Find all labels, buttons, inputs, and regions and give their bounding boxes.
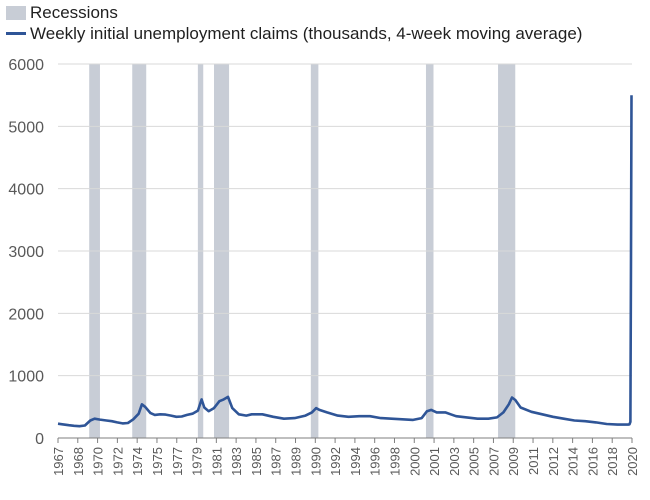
legend-item-claims: Weekly initial unemployment claims (thou…	[6, 23, 582, 44]
x-tick-label: 1974	[130, 447, 145, 476]
x-tick-label: 1977	[170, 447, 185, 476]
x-tick-label: 2003	[447, 447, 462, 476]
y-tick-label: 0	[35, 431, 44, 448]
x-tick-label: 1989	[289, 447, 304, 476]
x-tick-label: 2018	[605, 447, 620, 476]
y-tick-label: 2000	[8, 306, 44, 323]
legend-swatch-recessions	[6, 5, 26, 20]
x-tick-label: 1981	[209, 447, 224, 476]
x-tick-label: 1987	[269, 447, 284, 476]
x-tick-label: 1972	[110, 447, 125, 476]
x-tick-label: 1979	[190, 447, 205, 476]
legend-label-claims: Weekly initial unemployment claims (thou…	[30, 23, 583, 43]
x-tick-label: 1975	[150, 447, 165, 476]
x-tick-label: 1990	[308, 447, 323, 476]
legend-label-recessions: Recessions	[30, 2, 118, 22]
x-tick-label: 1968	[71, 447, 86, 476]
x-tick-label: 2005	[467, 447, 482, 476]
legend: Recessions Weekly initial unemployment c…	[6, 2, 582, 44]
x-tick-label: 2000	[407, 447, 422, 476]
x-tick-label: 2001	[427, 447, 442, 476]
legend-swatch-claims	[6, 32, 26, 35]
gridlines	[58, 63, 632, 377]
x-tick-label: 1967	[51, 447, 66, 476]
x-tick-label: 2012	[546, 447, 561, 476]
y-tick-label: 1000	[8, 369, 44, 386]
series	[57, 95, 633, 428]
x-tick-label: 1985	[249, 447, 264, 476]
x-tick-label: 2020	[625, 447, 640, 476]
x-tick-label: 1983	[229, 447, 244, 476]
x-tick-label: 1994	[348, 447, 363, 476]
x-tick-label: 2016	[585, 447, 600, 476]
y-tick-label: 4000	[8, 182, 44, 199]
x-tick-label: 1970	[91, 447, 106, 476]
x-tick-label: 1996	[368, 447, 383, 476]
series-line-claims	[57, 95, 633, 428]
x-tick-label: 1998	[387, 447, 402, 476]
x-tick-label: 1992	[328, 447, 343, 476]
x-tick-label: 2011	[526, 447, 541, 475]
x-tick-label: 2007	[486, 447, 501, 476]
x-tick-label: 2014	[566, 447, 581, 476]
axes: 0 1000 2000 3000 4000 5000 6000 1967 1968 1970 197…	[8, 57, 640, 476]
y-tick-label: 3000	[8, 244, 44, 261]
x-tick-label: 2009	[506, 447, 521, 476]
y-tick-label: 5000	[8, 119, 44, 136]
y-tick-label: 6000	[8, 57, 44, 74]
legend-item-recessions: Recessions	[6, 2, 582, 23]
